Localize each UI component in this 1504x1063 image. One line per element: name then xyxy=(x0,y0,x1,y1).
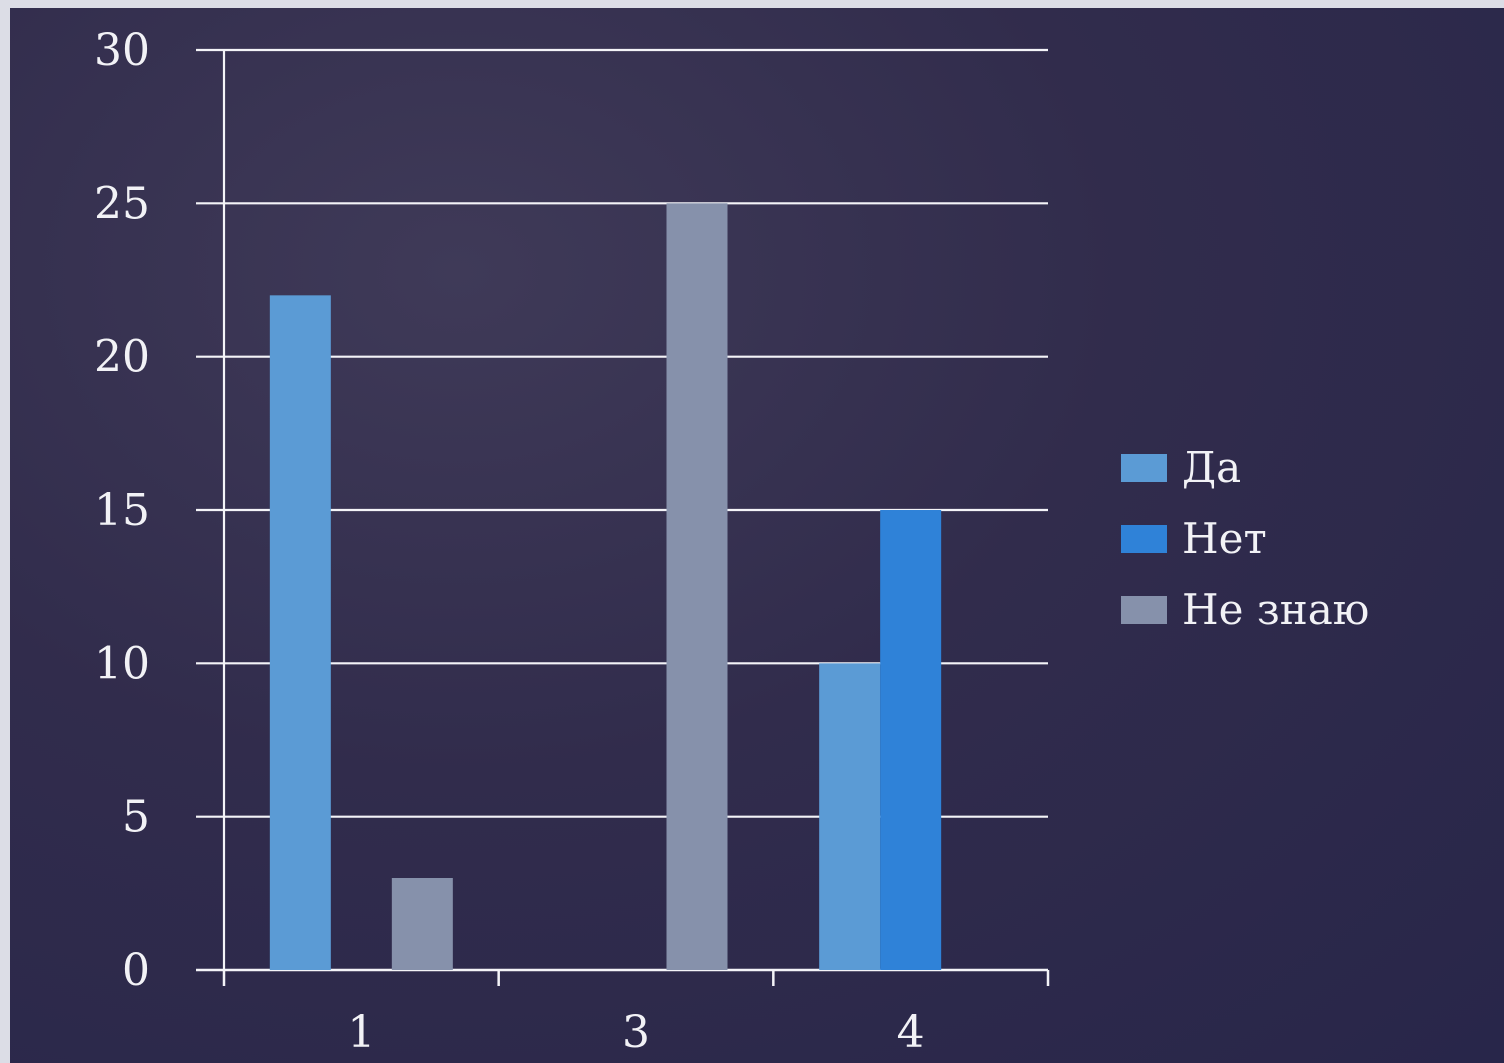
legend-swatch xyxy=(1121,596,1167,624)
y-tick-labels: 0 5 10 15 20 25 30 xyxy=(94,25,150,996)
y-tick-label: 25 xyxy=(94,178,150,229)
gridlines xyxy=(196,48,1048,818)
chart-background xyxy=(10,8,1504,1063)
x-tick-labels: 1 3 4 xyxy=(347,1007,924,1058)
y-tick-label: 15 xyxy=(94,485,150,536)
bar-4-Да xyxy=(819,663,881,970)
x-tick-label: 3 xyxy=(622,1007,650,1058)
x-tick-label: 4 xyxy=(897,1007,925,1058)
bar-3-Не знаю xyxy=(666,203,728,971)
legend-swatch xyxy=(1121,454,1167,482)
y-tick-label: 20 xyxy=(94,332,150,383)
legend: Да Нет Не знаю xyxy=(1121,443,1369,634)
bar-1-Да xyxy=(269,295,331,970)
y-tick-label: 30 xyxy=(94,25,150,76)
legend-swatch xyxy=(1121,525,1167,553)
legend-label: Нет xyxy=(1182,514,1267,563)
y-tick-label: 10 xyxy=(94,638,150,689)
y-tick-label: 5 xyxy=(122,792,150,843)
x-tick-label: 1 xyxy=(347,1007,375,1058)
bar-4-Нет xyxy=(880,510,942,970)
y-tick-label: 0 xyxy=(122,945,150,996)
bar-1-Не знаю xyxy=(391,878,453,970)
legend-label: Да xyxy=(1182,443,1241,492)
legend-label: Не знаю xyxy=(1182,585,1369,634)
bars xyxy=(269,203,942,971)
